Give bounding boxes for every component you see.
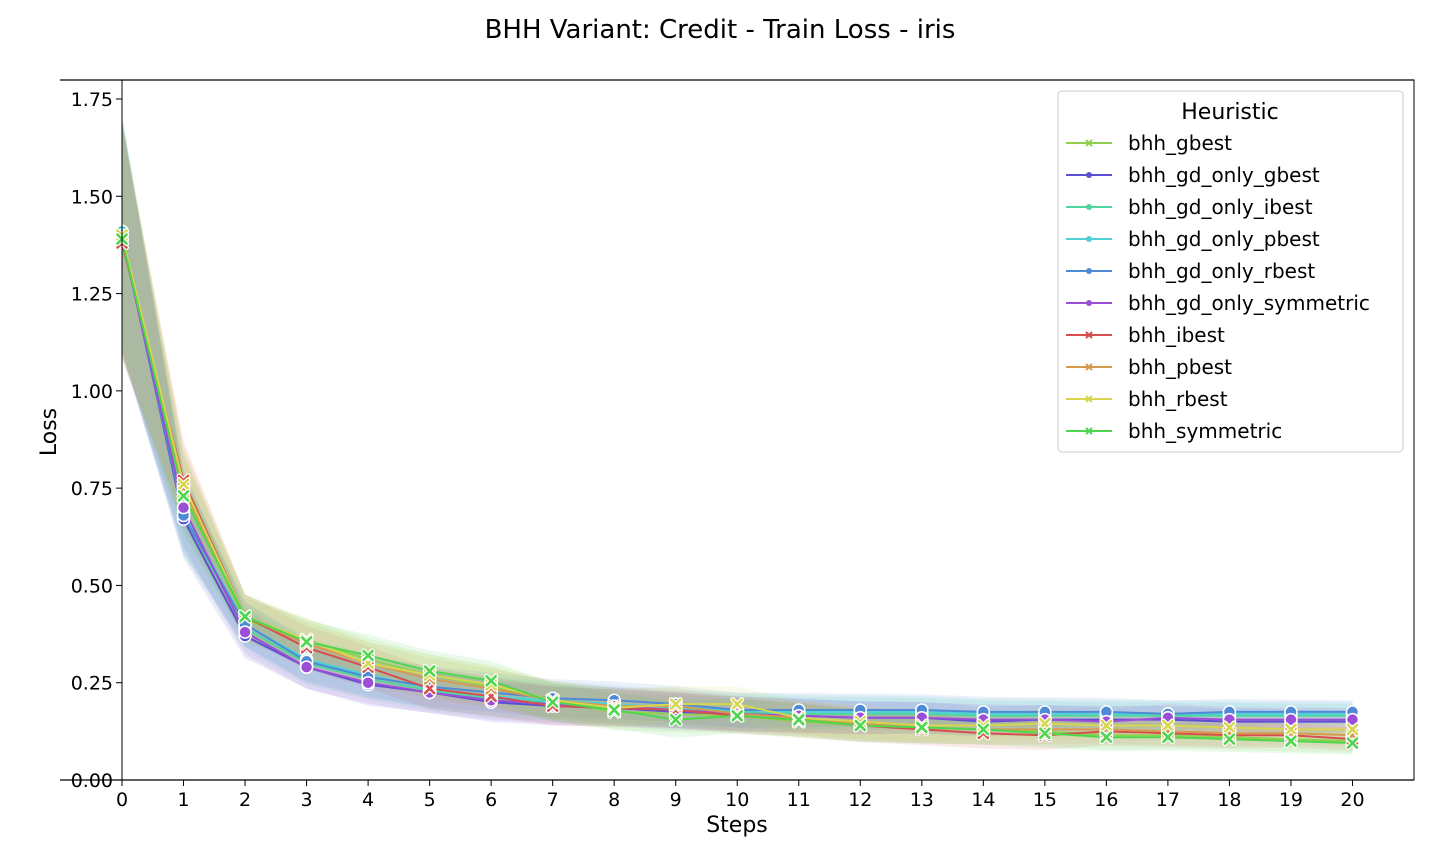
x-axis-label: Steps <box>706 813 768 838</box>
legend-item-bhh_rbest: bhh_rbest <box>1066 387 1228 411</box>
point-bhh_rbest-15 <box>1037 716 1052 731</box>
x-tick-label-8: 8 <box>608 789 620 811</box>
point-bhh_symmetric-15 <box>1037 726 1052 741</box>
point-bhh_symmetric-2 <box>238 609 253 624</box>
point-bhh_symmetric-1 <box>176 488 191 503</box>
x-tick-label-11: 11 <box>787 789 811 811</box>
legend-item-bhh_gd_only_pbest: bhh_gd_only_pbest <box>1066 227 1320 251</box>
x-tick-label-15: 15 <box>1033 789 1057 811</box>
point-bhh_symmetric-9 <box>668 712 683 727</box>
legend-label-bhh_gd_only_rbest: bhh_gd_only_rbest <box>1128 259 1315 283</box>
y-tick-label-0.25: 0.25 <box>71 673 113 695</box>
x-tick-label-6: 6 <box>485 789 497 811</box>
x-tick-label-3: 3 <box>301 789 313 811</box>
series-markers <box>115 224 1360 751</box>
x-tick-label-18: 18 <box>1217 789 1241 811</box>
point-bhh_symmetric-17 <box>1160 730 1175 745</box>
x-tick-label-10: 10 <box>725 789 749 811</box>
point-bhh_symmetric-8 <box>607 702 622 717</box>
x-tick-label-16: 16 <box>1094 789 1118 811</box>
point-bhh_rbest-9 <box>668 697 683 712</box>
y-ticks: 0.00 0.25 0.50 0.75 1.00 1.25 1.50 1.75 <box>71 89 122 792</box>
point-bhh_rbest-19 <box>1283 722 1298 737</box>
x-ticks: 0 1 2 3 4 5 6 7 8 9 10 11 12 13 14 15 16 17 18 19 20 <box>116 780 1365 811</box>
x-tick-label-17: 17 <box>1156 789 1180 811</box>
point-bhh_rbest-17 <box>1160 718 1175 733</box>
legend-label-bhh_gd_only_symmetric: bhh_gd_only_symmetric <box>1128 291 1370 315</box>
y-tick-label-0.00: 0.00 <box>71 770 113 792</box>
point-bhh_symmetric-12 <box>853 718 868 733</box>
point-bhh_gd_only_symmetric-20 <box>1345 712 1360 727</box>
point-bhh_rbest-1 <box>176 477 191 492</box>
y-tick-label-0.75: 0.75 <box>71 478 113 500</box>
x-tick-label-7: 7 <box>547 789 559 811</box>
point-bhh_symmetric-20 <box>1345 736 1360 751</box>
legend-item-bhh_gbest: bhh_gbest <box>1066 131 1232 155</box>
x-tick-label-13: 13 <box>910 789 934 811</box>
point-bhh_rbest-20 <box>1345 722 1360 737</box>
chart-title: BHH Variant: Credit - Train Loss - iris <box>485 15 956 45</box>
x-tick-label-20: 20 <box>1340 789 1364 811</box>
legend-item-bhh_ibest: bhh_ibest <box>1066 323 1225 347</box>
x-tick-label-12: 12 <box>848 789 872 811</box>
x-tick-label-5: 5 <box>424 789 436 811</box>
point-bhh_symmetric-5 <box>422 664 437 679</box>
legend-label-bhh_gd_only_gbest: bhh_gd_only_gbest <box>1128 163 1320 187</box>
y-tick-label-1.25: 1.25 <box>71 284 113 306</box>
point-bhh_ibest-5 <box>422 681 437 696</box>
point-bhh_rbest-10 <box>730 697 745 712</box>
legend-title: Heuristic <box>1181 100 1278 125</box>
legend-label-bhh_gbest: bhh_gbest <box>1128 131 1232 155</box>
legend-label-bhh_gd_only_ibest: bhh_gd_only_ibest <box>1128 195 1313 219</box>
point-bhh_symmetric-14 <box>976 722 991 737</box>
x-tick-label-1: 1 <box>177 789 189 811</box>
point-bhh_symmetric-11 <box>791 712 806 727</box>
y-axis-label: Loss <box>37 408 62 456</box>
point-bhh_symmetric-19 <box>1283 734 1298 749</box>
y-tick-label-1.50: 1.50 <box>71 186 113 208</box>
x-tick-label-14: 14 <box>971 789 995 811</box>
y-tick-label-1.75: 1.75 <box>71 89 113 111</box>
point-bhh_symmetric-7 <box>545 695 560 710</box>
point-bhh_symmetric-10 <box>730 708 745 723</box>
point-bhh_gd_only_symmetric-1 <box>176 500 191 515</box>
point-bhh_symmetric-18 <box>1222 732 1237 747</box>
y-tick-label-1.00: 1.00 <box>71 381 113 403</box>
x-tick-label-9: 9 <box>670 789 682 811</box>
y-tick-label-0.50: 0.50 <box>71 575 113 597</box>
point-bhh_gd_only_symmetric-3 <box>299 660 314 674</box>
legend-item-bhh_symmetric: bhh_symmetric <box>1066 419 1282 443</box>
legend-item-bhh_pbest: bhh_pbest <box>1066 355 1232 379</box>
legend-item-bhh_gd_only_gbest: bhh_gd_only_gbest <box>1066 163 1320 187</box>
x-tick-label-0: 0 <box>116 789 128 811</box>
legend-box <box>1057 90 1404 453</box>
point-bhh_gd_only_symmetric-19 <box>1284 712 1298 727</box>
point-bhh_gd_only_symmetric-2 <box>238 625 252 639</box>
point-bhh_gd_only_symmetric-4 <box>361 675 375 690</box>
legend: Heuristic bhh_gbestbhh_gd_only_gbestbhh_… <box>1057 90 1404 453</box>
legend-label-bhh_pbest: bhh_pbest <box>1128 355 1232 379</box>
point-bhh_rbest-16 <box>1099 718 1114 733</box>
legend-label-bhh_gd_only_pbest: bhh_gd_only_pbest <box>1128 227 1320 251</box>
legend-label-bhh_symmetric: bhh_symmetric <box>1128 419 1282 443</box>
point-bhh_symmetric-16 <box>1099 730 1114 745</box>
legend-item-bhh_gd_only_rbest: bhh_gd_only_rbest <box>1066 259 1315 283</box>
legend-items: bhh_gbest bhh_gd_only_gbest bhh_gd_only_ib… <box>1066 131 1370 443</box>
legend-label-bhh_ibest: bhh_ibest <box>1128 323 1225 347</box>
legend-item-bhh_gd_only_symmetric: bhh_gd_only_symmetric <box>1066 291 1370 315</box>
x-tick-label-4: 4 <box>362 789 374 811</box>
point-bhh_rbest-18 <box>1222 720 1237 735</box>
x-tick-label-19: 19 <box>1279 789 1303 811</box>
point-bhh_symmetric-3 <box>299 634 314 649</box>
x-tick-label-2: 2 <box>239 789 251 811</box>
legend-label-bhh_rbest: bhh_rbest <box>1128 387 1228 411</box>
point-bhh_symmetric-13 <box>914 720 929 735</box>
point-bhh_symmetric-4 <box>361 648 376 663</box>
point-bhh_symmetric-6 <box>484 673 499 688</box>
legend-item-bhh_gd_only_ibest: bhh_gd_only_ibest <box>1066 195 1313 219</box>
